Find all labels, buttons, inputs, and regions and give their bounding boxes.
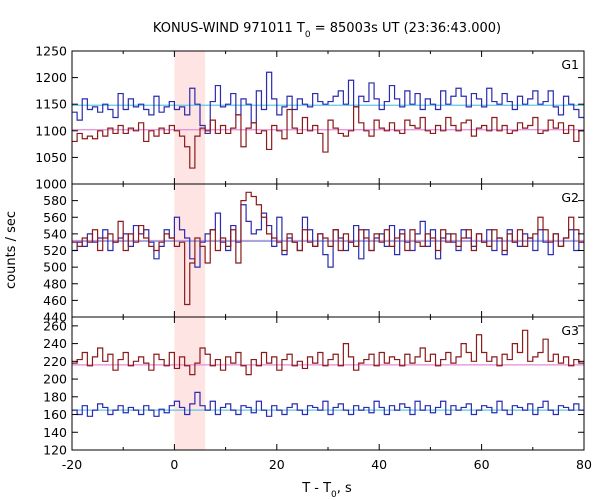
panel-data: [72, 191, 584, 306]
y-tick-label: 1150: [35, 97, 67, 112]
panel-frame: [71, 316, 585, 451]
x-axis-label-subscript: 0: [331, 490, 337, 500]
y-tick-label: 500: [43, 260, 67, 275]
series-1-line: [72, 204, 584, 268]
y-tick-label: 540: [43, 226, 67, 241]
x-tick-label: 80: [576, 457, 592, 472]
y-tick-label: 480: [43, 276, 67, 291]
y-tick-label: 240: [43, 336, 67, 351]
y-tick-label: 560: [43, 210, 67, 225]
x-tick-label: -20: [62, 457, 82, 472]
y-tick-label: 220: [43, 354, 67, 369]
series-2-line: [72, 106, 584, 169]
series-1-line: [72, 71, 584, 135]
y-tick-label: 1000: [35, 177, 67, 192]
y-tick-label: 440: [43, 310, 67, 325]
series-2-line: [72, 191, 584, 306]
y-tick-label: 520: [43, 243, 67, 258]
title-main: KONUS-WIND 971011 T: [153, 21, 305, 36]
panel-data: [72, 329, 584, 417]
y-tick-label: 260: [43, 318, 67, 333]
x-tick-label: 20: [269, 457, 285, 472]
y-tick-label: 180: [43, 389, 67, 404]
x-axis-label-rest: , s: [337, 481, 352, 496]
y-tick-label: 460: [43, 293, 67, 308]
x-axis-label: T - T0, s: [301, 481, 352, 500]
x-tick-label: 40: [371, 457, 387, 472]
panel-frame: [71, 50, 585, 185]
title-rest: = 85003s UT (23:36:43.000): [311, 21, 501, 36]
y-tick-label: 1100: [35, 123, 67, 138]
y-tick-label: 1250: [35, 44, 67, 59]
panel-data: [72, 71, 584, 169]
panel-g3: 120 140 160 180 200 220 240 260 -20 0 20 40 60 80 G3: [43, 316, 592, 472]
y-tick-label: 120: [43, 443, 67, 458]
series-2-line: [72, 329, 584, 376]
y-axis-label: counts / sec: [4, 211, 19, 289]
panel-name: G3: [561, 323, 579, 338]
y-tick-label: 200: [43, 372, 67, 387]
y-tick-label: 140: [43, 425, 67, 440]
panel-g1: 1000 1050 1100 1150 1200 1250 G1: [35, 44, 585, 192]
title-subscript: 0: [305, 30, 311, 40]
x-tick-label: 60: [474, 457, 490, 472]
y-tick-label: 1050: [35, 150, 67, 165]
x-tick-label: 0: [170, 457, 178, 472]
svg-text:T - T0, s: T - T0, s: [301, 481, 352, 500]
highlight-interval: [174, 317, 206, 450]
series-1-line: [72, 391, 584, 417]
svg-text:KONUS-WIND 971011 T0 = 85003s: KONUS-WIND 971011 T0 = 85003s UT (23:36:…: [153, 21, 501, 40]
chart-title: KONUS-WIND 971011 T0 = 85003s UT (23:36:…: [153, 21, 501, 40]
panel-name: G1: [561, 57, 579, 72]
y-axis-label-text: counts / sec: [4, 211, 19, 289]
panel-name: G2: [561, 190, 579, 205]
y-tick-label: 580: [43, 193, 67, 208]
y-tick-label: 1200: [35, 70, 67, 85]
panels: 100010501100115012001250G144046048050052…: [35, 44, 592, 473]
y-tick-label: 160: [43, 407, 67, 422]
x-axis-label-main: T - T: [301, 481, 331, 496]
